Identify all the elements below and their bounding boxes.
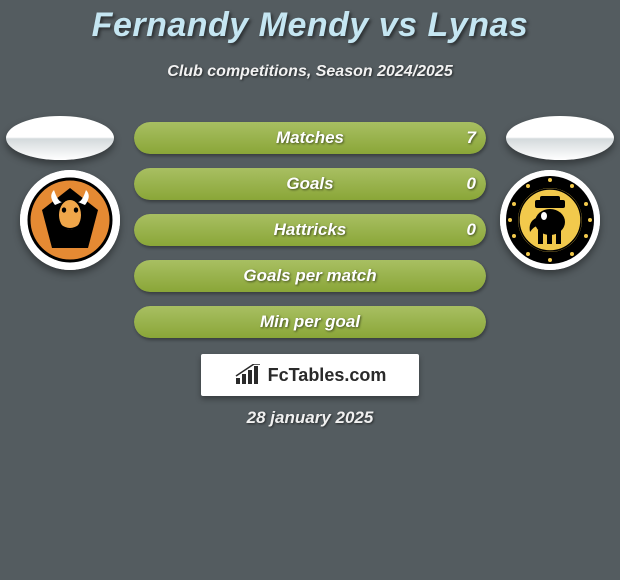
player-photo-left <box>6 116 114 160</box>
stat-row: Hattricks0 <box>134 214 486 246</box>
stat-row: Goals per match <box>134 260 486 292</box>
stat-value-right: 0 <box>456 168 476 200</box>
stat-label: Goals per match <box>134 260 486 292</box>
stat-row: Min per goal <box>134 306 486 338</box>
page-title: Fernandy Mendy vs Lynas <box>0 0 620 45</box>
stat-value-right: 7 <box>456 122 476 154</box>
chart-icon <box>234 364 262 386</box>
stat-row: Goals0 <box>134 168 486 200</box>
stat-label: Hattricks <box>134 214 486 246</box>
stat-value-right <box>456 260 476 292</box>
branding-text: FcTables.com <box>268 365 387 386</box>
stat-value-right: 0 <box>456 214 476 246</box>
stat-value-right <box>456 306 476 338</box>
stat-label: Matches <box>134 122 486 154</box>
stat-label: Min per goal <box>134 306 486 338</box>
date-text: 28 january 2025 <box>0 408 620 428</box>
stat-row: Matches7 <box>134 122 486 154</box>
stats-section: Matches7Goals0Hattricks0Goals per matchM… <box>134 122 486 352</box>
player-photo-right <box>506 116 614 160</box>
branding-badge: FcTables.com <box>201 354 419 396</box>
club-crest-right <box>500 170 600 270</box>
page-subtitle: Club competitions, Season 2024/2025 <box>0 63 620 81</box>
stat-label: Goals <box>134 168 486 200</box>
club-crest-left <box>20 170 120 270</box>
